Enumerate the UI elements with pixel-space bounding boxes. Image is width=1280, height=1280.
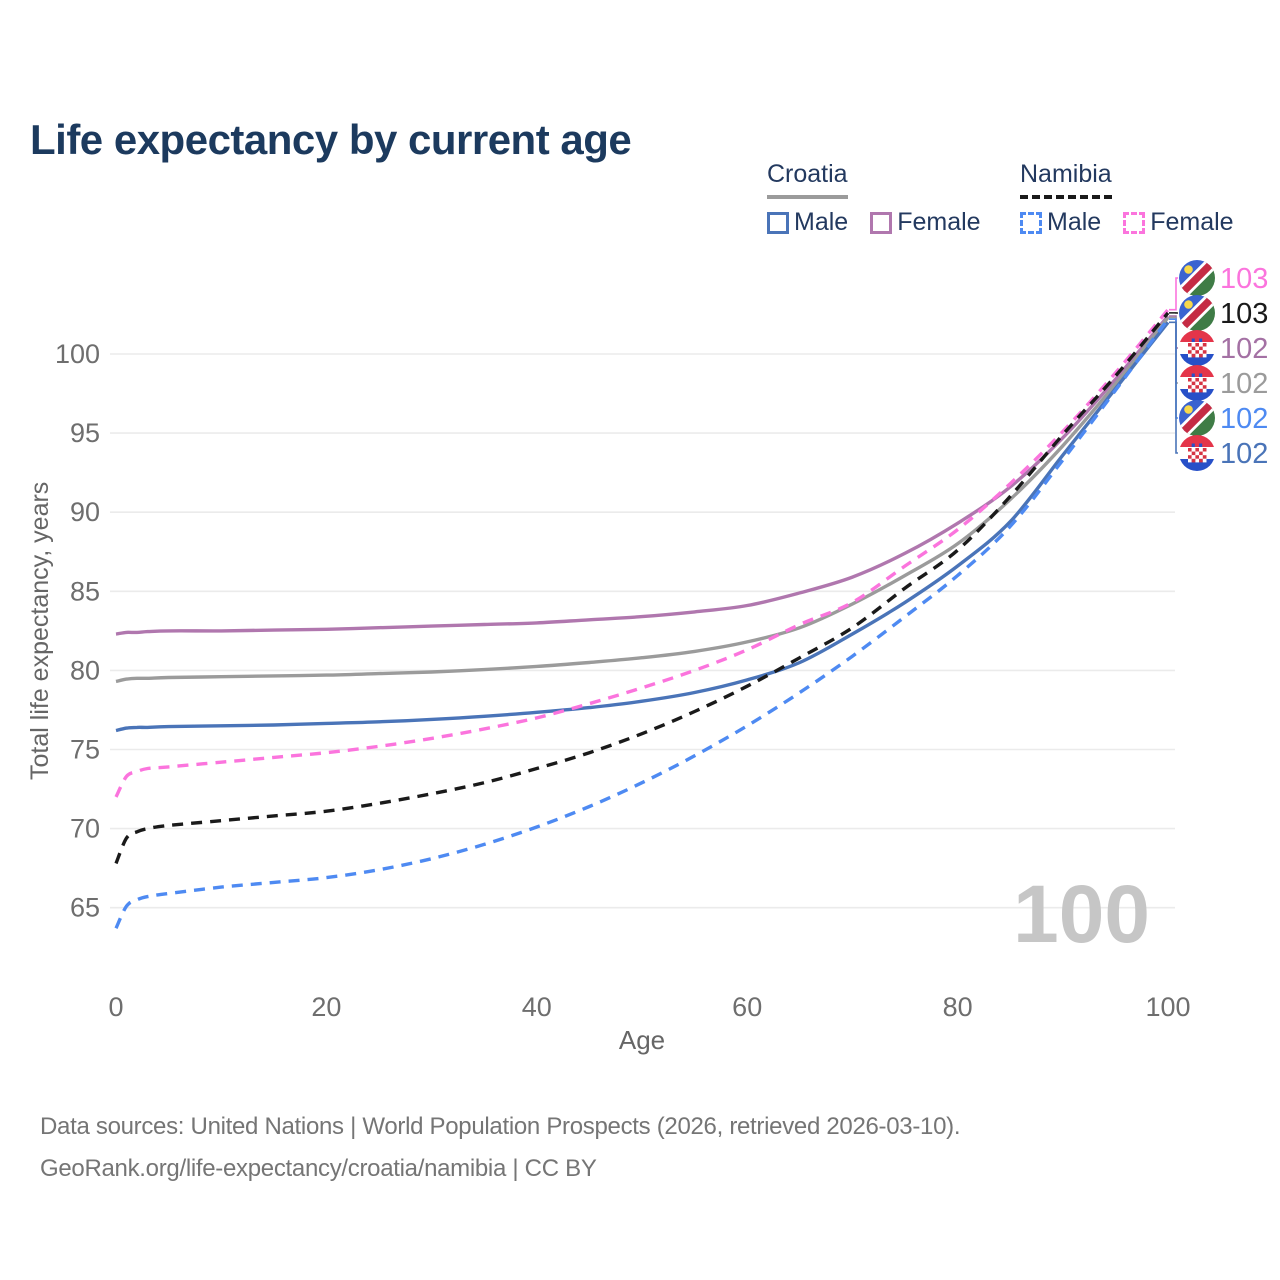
x-tick-label-100: 100 (1145, 992, 1190, 1022)
series-line-croatia-total (115, 316, 1170, 684)
x-tick-label-40: 40 (522, 992, 552, 1022)
y-axis-title: Total life expectancy, years (26, 482, 54, 780)
y-tick-label-85: 85 (70, 576, 100, 606)
series-line-croatia-male (115, 321, 1170, 733)
footer-url-license: GeoRank.org/life-expectancy/croatia/nami… (40, 1155, 597, 1182)
croatia-flag-icon (1179, 435, 1215, 471)
x-axis-title: Age (619, 1025, 665, 1055)
legend-country-namibia[interactable]: Namibia (1020, 160, 1112, 199)
namibia-flag-icon (1179, 260, 1215, 296)
legend-item-croatia-male[interactable]: Male (767, 208, 848, 237)
series-line-namibia-female (114, 308, 1170, 798)
age-watermark: 100 (1013, 869, 1150, 960)
legend-item-namibia-female[interactable]: Female (1123, 208, 1234, 237)
end-value-croatia-total: 102 (1220, 368, 1268, 400)
end-value-namibia-male: 102 (1220, 403, 1268, 435)
series-line-croatia-female (115, 314, 1170, 636)
page-title: Life expectancy by current age (30, 116, 632, 164)
y-tick-label-95: 95 (70, 418, 100, 448)
legend-label-namibia-female: Female (1150, 208, 1234, 236)
leader-line-namibia-female (1169, 277, 1178, 311)
series-line-namibia-male (114, 318, 1170, 930)
y-tick-label-80: 80 (70, 655, 100, 685)
leader-line-croatia-male (1169, 321, 1178, 454)
legend-label-namibia-male: Male (1047, 208, 1102, 236)
y-tick-label-100: 100 (55, 339, 100, 369)
namibia-flag-icon (1179, 295, 1215, 331)
y-tick-label-65: 65 (70, 893, 100, 923)
chart-footer: Data sources: United Nations | World Pop… (40, 1106, 961, 1190)
croatia-female-swatch-icon (870, 211, 893, 234)
end-value-croatia-male: 102 (1220, 438, 1268, 470)
croatia-flag-icon (1179, 365, 1215, 401)
end-value-namibia-female: 103 (1220, 263, 1268, 295)
legend-item-namibia-male[interactable]: Male (1020, 208, 1101, 237)
legend-label-croatia-male: Male (794, 208, 849, 236)
croatia-male-swatch-icon (767, 211, 789, 234)
y-tick-label-70: 70 (70, 814, 100, 844)
x-tick-label-20: 20 (311, 992, 341, 1022)
legend-group-croatia: Croatia Male Female (767, 160, 981, 237)
legend-country-croatia[interactable]: Croatia (767, 160, 848, 199)
legend-item-croatia-female[interactable]: Female (870, 208, 981, 237)
end-value-croatia-female: 102 (1220, 333, 1268, 365)
x-tick-label-60: 60 (732, 992, 762, 1022)
x-tick-label-80: 80 (943, 992, 973, 1022)
x-tick-label-0: 0 (108, 992, 123, 1022)
namibia-flag-icon (1179, 400, 1215, 436)
y-tick-label-75: 75 (70, 735, 100, 765)
legend-label-croatia-female: Female (897, 208, 981, 236)
namibia-female-swatch-icon (1123, 211, 1146, 234)
series-line-namibia-total (114, 311, 1170, 865)
end-value-namibia-total: 103 (1220, 298, 1268, 330)
y-tick-label-90: 90 (70, 497, 100, 527)
namibia-male-swatch-icon (1020, 211, 1042, 234)
croatia-flag-icon (1179, 330, 1215, 366)
life-expectancy-chart: 65 70 75 80 85 90 95 100 0 20 40 60 80 100 Age Total li… (26, 260, 1268, 1055)
footer-data-sources: Data sources: United Nations | World Pop… (40, 1113, 961, 1140)
legend-group-namibia: Namibia Male Female (1020, 160, 1234, 237)
